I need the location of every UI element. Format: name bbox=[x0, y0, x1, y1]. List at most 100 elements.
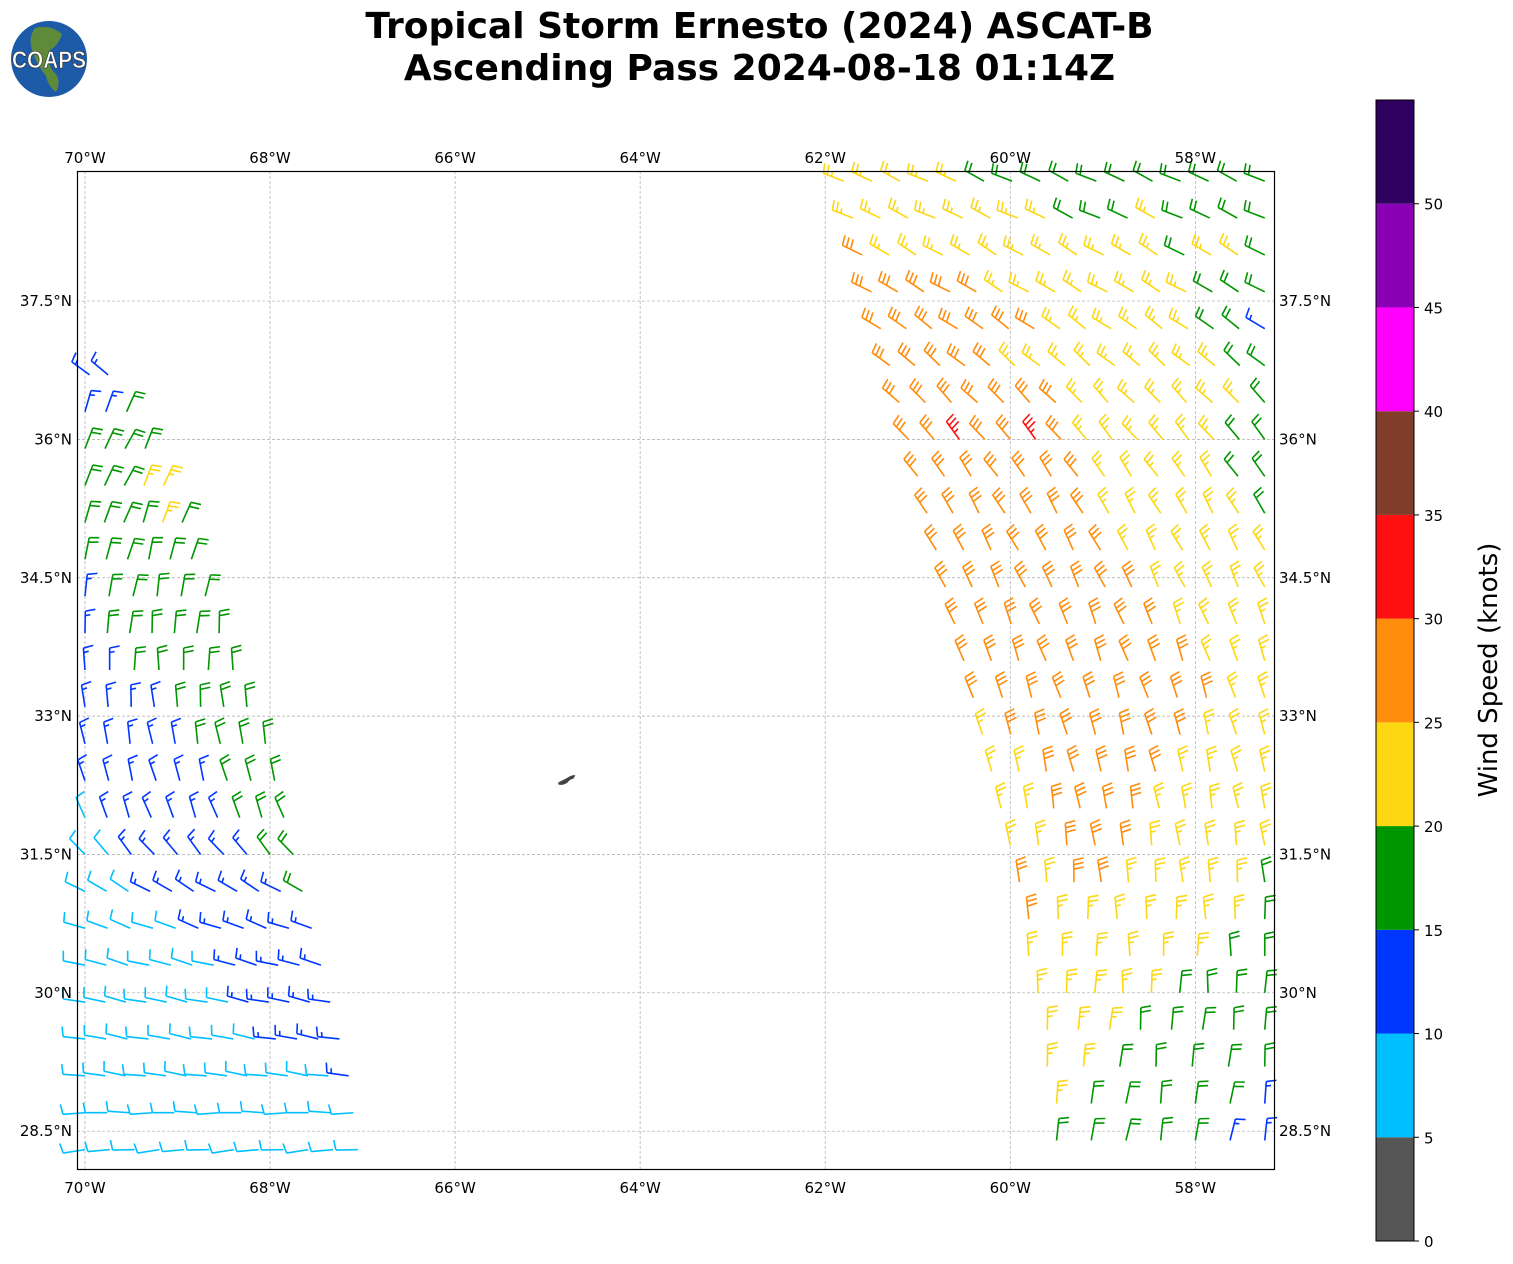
barb-full bbox=[117, 828, 126, 838]
wind-barb bbox=[1074, 781, 1087, 809]
barb-full bbox=[219, 754, 230, 761]
wind-barb bbox=[1229, 1118, 1246, 1141]
lon-label-bottom: 64°W bbox=[619, 1179, 661, 1197]
lon-label-top: 58°W bbox=[1175, 149, 1217, 167]
wind-barb bbox=[77, 754, 88, 781]
barb-staff bbox=[199, 921, 222, 930]
barb-staff bbox=[1205, 749, 1211, 772]
barb-full bbox=[998, 417, 1007, 427]
barb-staff bbox=[1251, 421, 1266, 440]
barb-full bbox=[1200, 634, 1210, 642]
barb-full bbox=[1209, 787, 1221, 792]
barb-full bbox=[1207, 749, 1218, 755]
barb-staff bbox=[1150, 970, 1153, 993]
barb-full bbox=[1065, 824, 1076, 829]
barb-full bbox=[1224, 414, 1233, 424]
barb-full bbox=[1093, 377, 1101, 387]
barb-staff bbox=[1263, 1118, 1268, 1141]
wind-barb bbox=[1147, 487, 1162, 514]
wind-barb bbox=[61, 988, 86, 1003]
wind-barb bbox=[1143, 450, 1159, 477]
wind-barb bbox=[299, 947, 322, 966]
wind-barb bbox=[182, 645, 194, 670]
barb-full bbox=[1119, 708, 1130, 714]
barb-staff bbox=[905, 278, 925, 293]
barb-full bbox=[1068, 749, 1078, 756]
barb-full bbox=[238, 717, 249, 723]
wind-barb bbox=[1125, 856, 1138, 883]
wind-barb bbox=[1148, 414, 1164, 440]
barb-full bbox=[885, 381, 892, 392]
barb-full bbox=[1145, 712, 1156, 719]
barb-half bbox=[168, 472, 175, 476]
lat-label-left: 33°N bbox=[34, 707, 72, 725]
barb-staff bbox=[102, 759, 110, 781]
barb-full bbox=[1117, 523, 1126, 532]
barb-full bbox=[986, 642, 997, 650]
barb-full bbox=[854, 274, 860, 285]
wind-barb bbox=[1173, 560, 1186, 588]
wind-barb bbox=[1077, 1005, 1091, 1030]
barb-half bbox=[167, 509, 173, 512]
barb-staff bbox=[1121, 423, 1139, 440]
barb-staff bbox=[246, 998, 269, 1003]
barb-staff bbox=[108, 574, 114, 597]
wind-barb bbox=[1229, 560, 1241, 588]
barb-full bbox=[986, 454, 994, 464]
barb-full bbox=[304, 1064, 308, 1075]
wind-barb bbox=[325, 1062, 349, 1077]
barb-full bbox=[1035, 712, 1046, 719]
barb-full bbox=[968, 414, 977, 425]
lon-label-top: 66°W bbox=[434, 149, 476, 167]
barb-full bbox=[114, 427, 125, 432]
barb-staff bbox=[194, 721, 199, 744]
wind-barb bbox=[968, 414, 986, 440]
wind-barb bbox=[174, 869, 195, 893]
wind-barb bbox=[82, 1062, 106, 1077]
barb-staff bbox=[105, 1032, 128, 1040]
barb-staff bbox=[306, 1073, 329, 1077]
wind-barb bbox=[931, 450, 946, 477]
barb-full bbox=[1197, 1084, 1209, 1087]
wind-barb bbox=[315, 1026, 340, 1040]
wind-barb bbox=[1121, 414, 1139, 440]
barb-full bbox=[1150, 560, 1160, 568]
barb-full bbox=[972, 342, 979, 352]
barb-half bbox=[1103, 353, 1108, 359]
barb-full bbox=[219, 612, 230, 617]
barb-half bbox=[1094, 280, 1098, 287]
barb-full bbox=[1198, 931, 1210, 935]
barb-half bbox=[1231, 719, 1238, 723]
barb-full bbox=[1172, 1010, 1184, 1014]
wind-barb bbox=[1139, 1005, 1152, 1030]
barb-full bbox=[93, 829, 101, 839]
barb-full bbox=[1047, 342, 1054, 352]
barb-staff bbox=[267, 921, 290, 930]
barb-half bbox=[1066, 978, 1072, 981]
lat-label-right: 33°N bbox=[1279, 707, 1317, 725]
barb-full bbox=[232, 829, 240, 839]
barb-full bbox=[1261, 860, 1272, 866]
barb-full bbox=[1121, 309, 1128, 320]
barb-full bbox=[1229, 560, 1240, 568]
barb-full bbox=[1078, 199, 1083, 211]
wind-barb bbox=[1088, 708, 1102, 735]
barb-full bbox=[221, 758, 231, 765]
wind-barb bbox=[1022, 782, 1035, 809]
barb-half bbox=[1123, 389, 1128, 395]
barb-staff bbox=[960, 387, 979, 404]
barb-full bbox=[1149, 819, 1161, 825]
barb-full bbox=[1130, 782, 1141, 788]
barb-full bbox=[903, 450, 912, 460]
barb-full bbox=[1259, 638, 1270, 645]
barb-staff bbox=[267, 996, 290, 1003]
barb-staff bbox=[1111, 243, 1131, 256]
wind-barb bbox=[944, 597, 958, 625]
barb-full bbox=[1063, 523, 1073, 531]
barb-half bbox=[1248, 314, 1253, 320]
barb-full bbox=[1029, 597, 1039, 605]
barb-staff bbox=[1071, 422, 1088, 440]
barb-full bbox=[971, 311, 978, 322]
barb-half bbox=[1204, 352, 1208, 358]
barb-staff bbox=[235, 957, 257, 966]
